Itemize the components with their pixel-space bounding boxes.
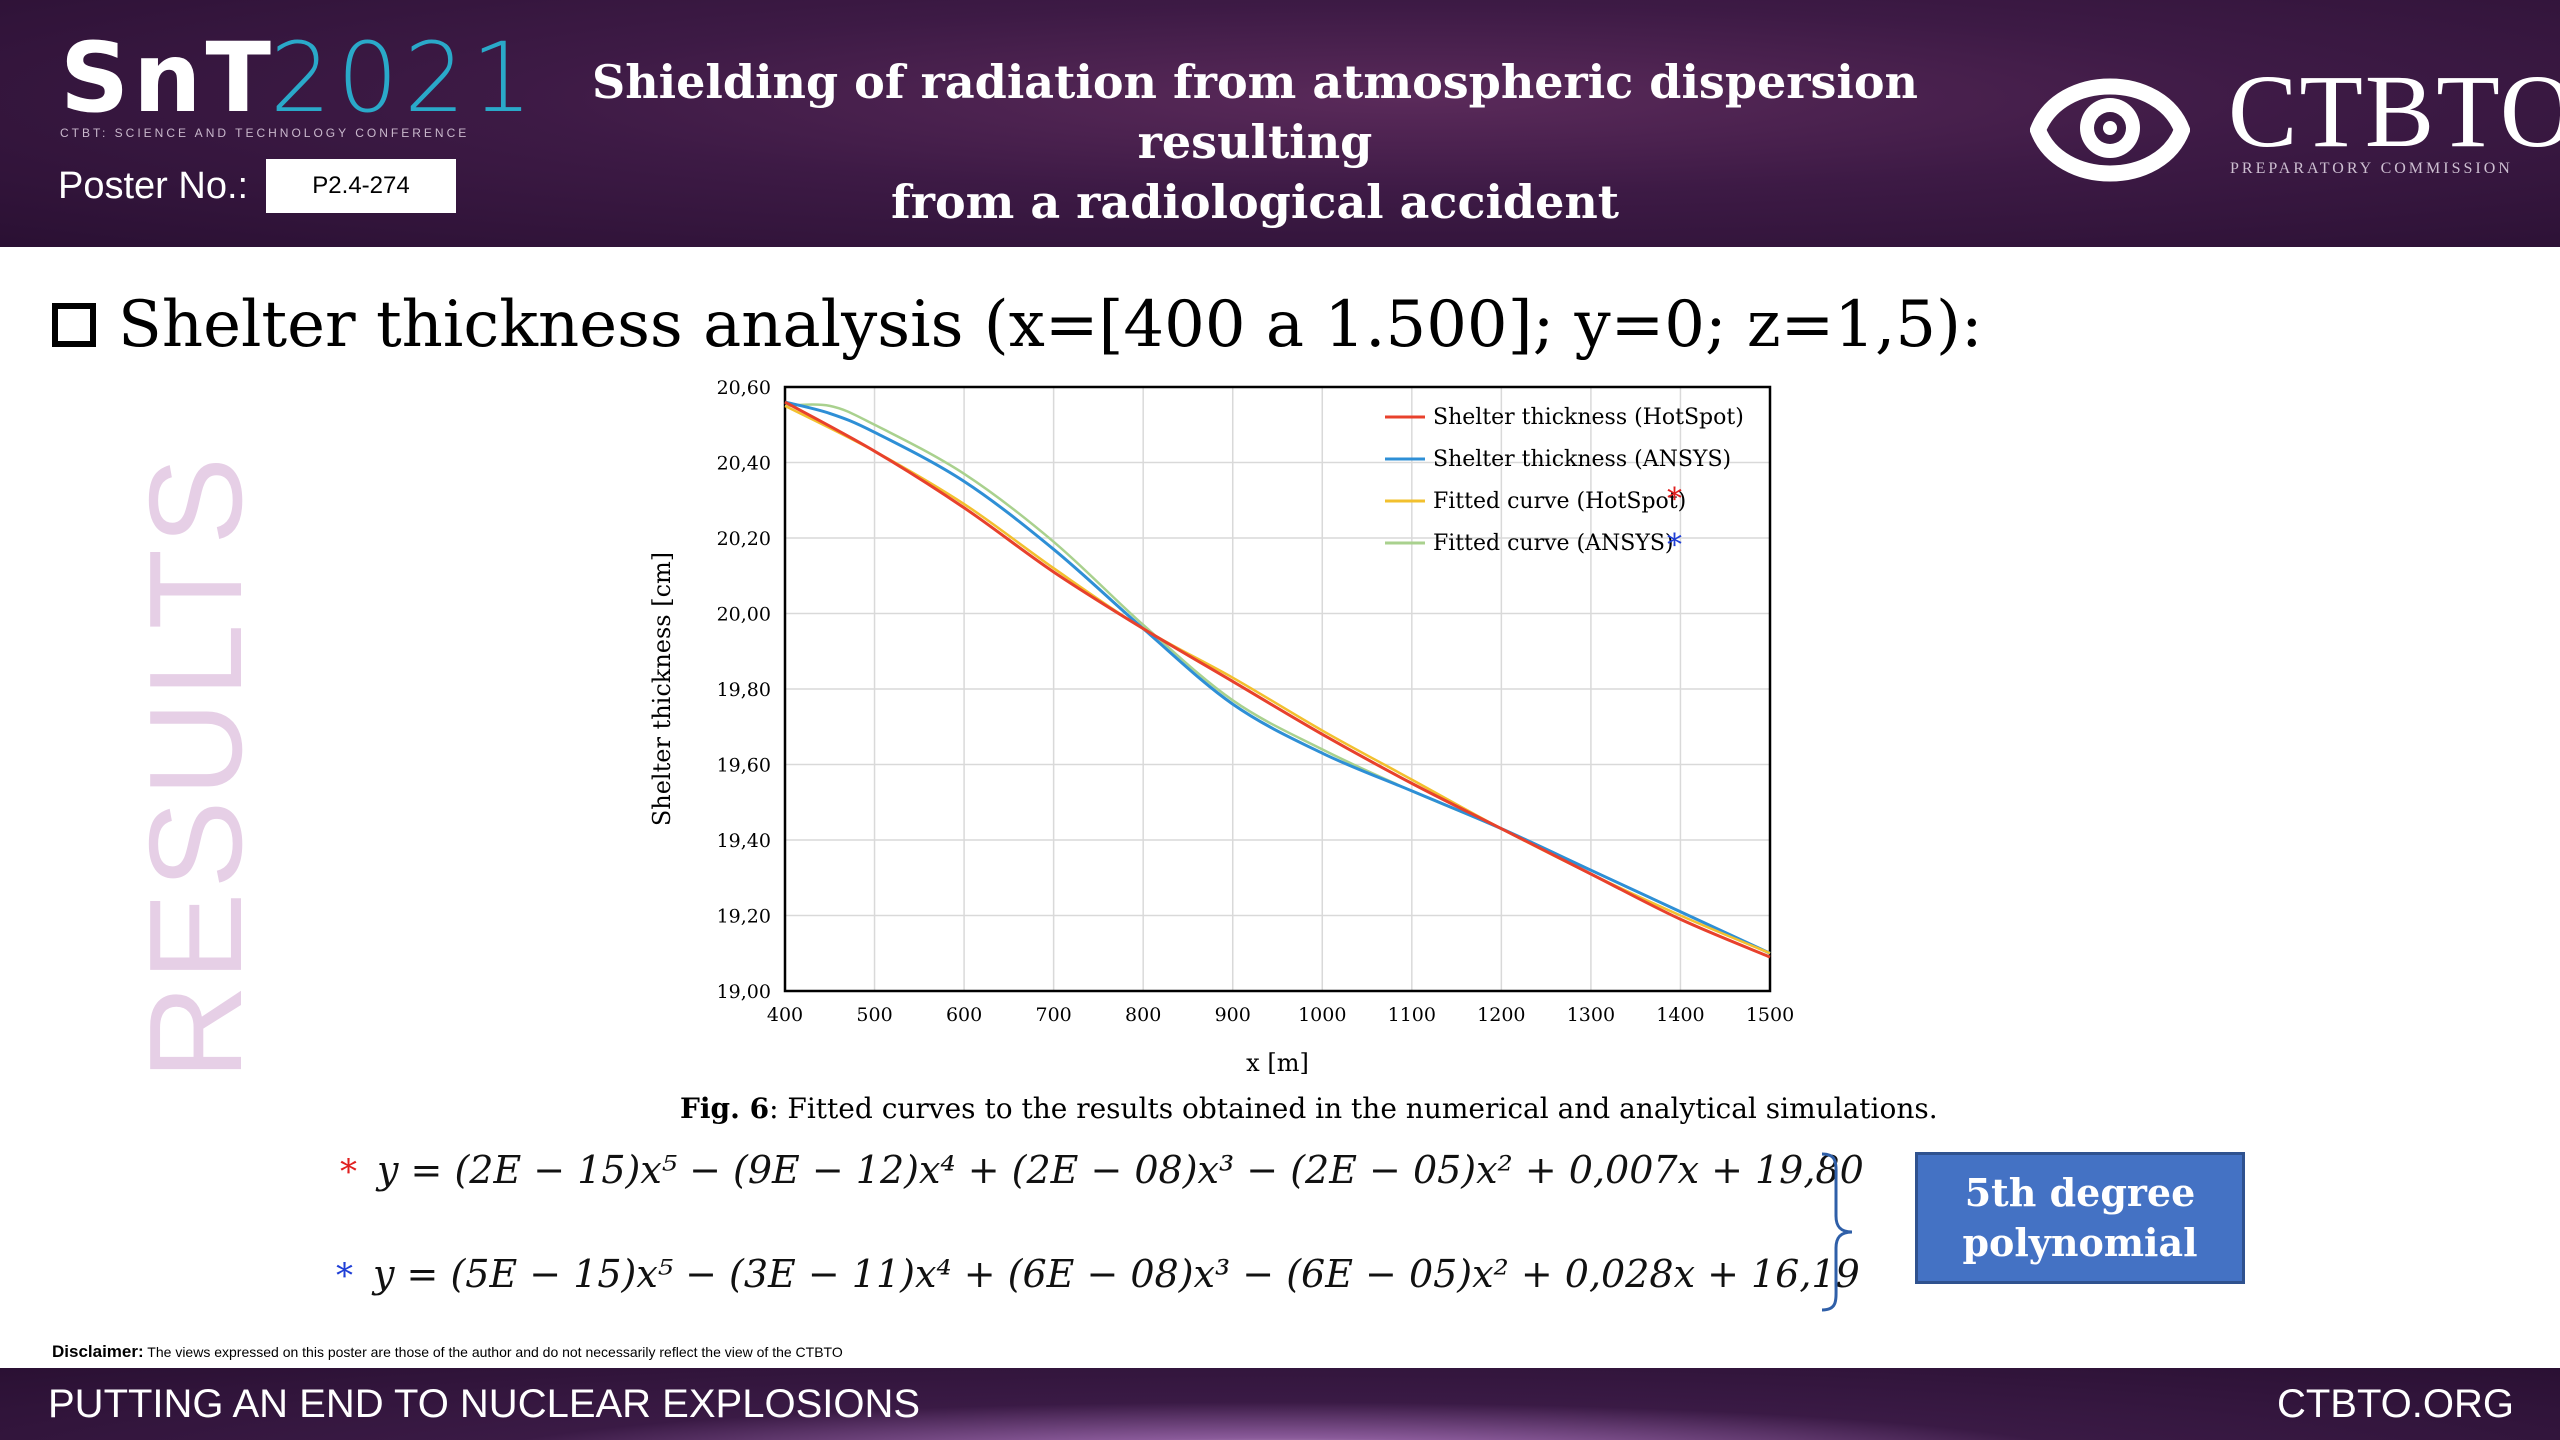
legend-marker-star: * xyxy=(1667,528,1682,563)
figure-caption-label: Fig. 6 xyxy=(680,1092,770,1125)
disclaimer: Disclaimer: The views expressed on this … xyxy=(52,1342,843,1362)
polynomial-line2: polynomial xyxy=(1962,1220,2198,1265)
x-tick-label: 400 xyxy=(767,1004,803,1026)
x-tick-label: 1500 xyxy=(1746,1004,1794,1026)
legend-marker-star: * xyxy=(1667,482,1682,517)
x-axis-label: x [m] xyxy=(1246,1049,1309,1077)
x-tick-label: 1400 xyxy=(1656,1004,1704,1026)
ctbto-eye-icon xyxy=(2030,78,2190,182)
poster-number-box: P2.4-274 xyxy=(266,159,456,213)
plot-frame xyxy=(783,385,1772,993)
ansys-marker-star: * xyxy=(336,1256,353,1296)
equation-hotspot: * y = (2E − 15)x⁵ − (9E − 12)x⁴ + (2E − 0… xyxy=(340,1148,1864,1192)
y-tick-label: 19,60 xyxy=(717,755,771,777)
footer-website: CTBTO.ORG xyxy=(2276,1382,2514,1426)
x-tick-label: 500 xyxy=(856,1004,892,1026)
figure-caption-text: : Fitted curves to the results obtained … xyxy=(769,1092,1938,1125)
right-brace-icon xyxy=(1821,1152,1853,1312)
section-title: Shelter thickness analysis (x=[400 a 1.5… xyxy=(52,288,1983,362)
x-tick-label: 1000 xyxy=(1298,1004,1346,1026)
y-tick-label: 20,60 xyxy=(717,377,771,399)
figure-caption: Fig. 6: Fitted curves to the results obt… xyxy=(680,1092,1938,1125)
series-line-0 xyxy=(784,400,1771,959)
disclaimer-label: Disclaimer: xyxy=(52,1342,144,1361)
legend-label: Fitted curve (HotSpot) xyxy=(1433,489,1686,514)
x-tick-label: 700 xyxy=(1036,1004,1072,1026)
y-tick-label: 20,20 xyxy=(717,528,771,550)
equation-ansys: * y = (5E − 15)x⁵ − (3E − 11)x⁴ + (6E − 0… xyxy=(336,1252,1860,1296)
section-title-text: Shelter thickness analysis (x=[400 a 1.5… xyxy=(118,288,1983,362)
x-tick-label: 1300 xyxy=(1567,1004,1615,1026)
y-tick-label: 19,40 xyxy=(717,830,771,852)
snt-logo-year: 2021 xyxy=(270,22,539,134)
snt-logo-subtitle: CTBT: SCIENCE AND TECHNOLOGY CONFERENCE xyxy=(60,126,470,140)
x-tick-label: 1200 xyxy=(1477,1004,1525,1026)
checkbox-bullet-icon xyxy=(52,303,96,347)
equation-ansys-text: y = (5E − 15)x⁵ − (3E − 11)x⁴ + (6E − 08… xyxy=(373,1252,1860,1296)
footer-slogan: PUTTING AN END TO NUCLEAR EXPLOSIONS xyxy=(48,1382,921,1426)
legend-label: Shelter thickness (ANSYS) xyxy=(1433,447,1731,472)
legend-label: Shelter thickness (HotSpot) xyxy=(1433,405,1744,430)
poster-footer: PUTTING AN END TO NUCLEAR EXPLOSIONS CTB… xyxy=(0,1368,2560,1440)
hotspot-marker-star: * xyxy=(340,1152,357,1192)
y-tick-label: 19,20 xyxy=(717,906,771,928)
x-tick-label: 600 xyxy=(946,1004,982,1026)
series-line-1 xyxy=(784,400,1771,955)
x-tick-label: 800 xyxy=(1125,1004,1161,1026)
x-tick-label: 900 xyxy=(1215,1004,1251,1026)
equation-hotspot-text: y = (2E − 15)x⁵ − (9E − 12)x⁴ + (2E − 08… xyxy=(377,1148,1864,1192)
y-tick-label: 19,00 xyxy=(717,981,771,1003)
polynomial-line1: 5th degree xyxy=(1964,1170,2196,1215)
legend-label: Fitted curve (ANSYS) xyxy=(1433,531,1674,556)
x-tick-label: 1100 xyxy=(1388,1004,1436,1026)
results-side-text: RESULTS xyxy=(122,452,269,1080)
y-axis-label: Shelter thickness [cm] xyxy=(648,552,676,826)
ctbto-logo-subtitle: PREPARATORY COMMISSION xyxy=(2230,160,2513,177)
y-tick-label: 19,80 xyxy=(717,679,771,701)
poster-title: Shielding of radiation from atmospheric … xyxy=(520,52,1990,232)
poster-title-line1: Shielding of radiation from atmospheric … xyxy=(592,55,1918,169)
ctbto-logo-text: CTBTO xyxy=(2228,54,2560,169)
poster-number-label: Poster No.: xyxy=(58,165,249,207)
snt-logo-text: SnT xyxy=(60,22,275,134)
y-tick-label: 20,00 xyxy=(717,604,771,626)
shelter-thickness-chart: 400 500 600 700 800 900 1000 1100 1200 1300 1400 15… xyxy=(648,377,1794,1077)
poster-title-line2: from a radiological accident xyxy=(890,175,1620,229)
polynomial-degree-box: 5th degree polynomial xyxy=(1915,1152,2245,1284)
disclaimer-text: The views expressed on this poster are t… xyxy=(143,1344,843,1360)
poster-header: SnT 2021 CTBT: SCIENCE AND TECHNOLOGY CO… xyxy=(0,0,2560,247)
results-side-label: RESULTS xyxy=(10,453,269,1080)
y-tick-label: 20,40 xyxy=(717,453,771,475)
